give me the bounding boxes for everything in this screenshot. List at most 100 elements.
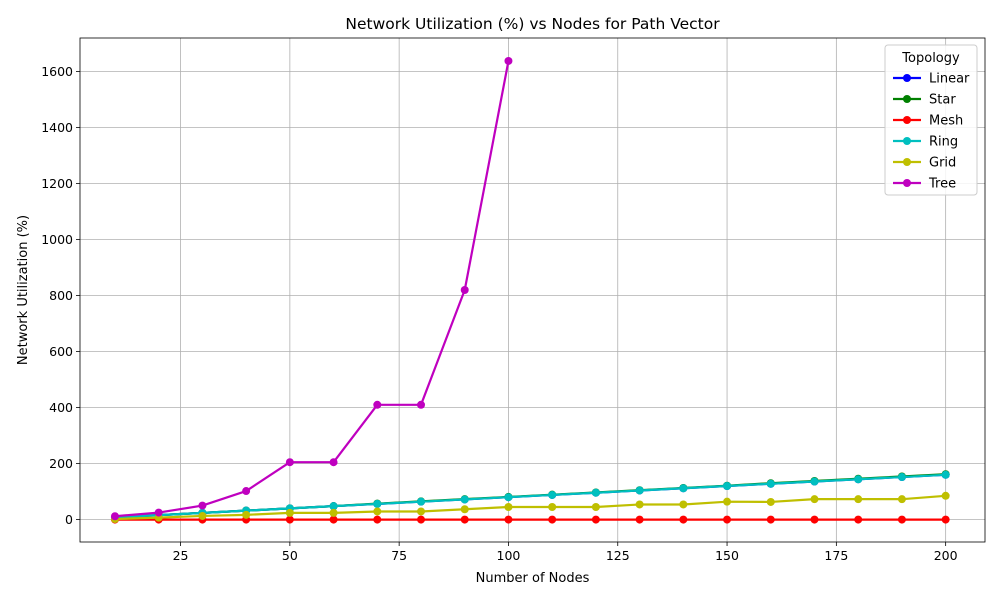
data-point-mesh [854, 515, 863, 524]
data-point-mesh [548, 515, 557, 524]
y-tick-label: 1400 [41, 120, 73, 135]
data-point-grid [897, 495, 906, 504]
data-point-ring [591, 488, 600, 497]
data-point-grid [723, 497, 732, 506]
grid [80, 38, 985, 542]
data-point-mesh [941, 515, 950, 524]
legend-marker-star [903, 95, 911, 103]
data-point-grid [766, 497, 775, 506]
data-point-grid [548, 503, 557, 511]
data-point-ring [810, 477, 819, 486]
legend-label-star: Star [929, 93, 956, 108]
series-mesh [110, 515, 950, 524]
data-point-tree [242, 487, 251, 496]
data-point-ring [373, 499, 382, 508]
series-line-ring [114, 473, 946, 519]
y-tick-label: 1600 [41, 64, 73, 79]
data-point-ring [548, 490, 557, 499]
legend-box [884, 44, 978, 196]
chart-title: Network Utilization (%) vs Nodes for Pat… [345, 15, 720, 33]
data-point-ring [504, 493, 513, 502]
series-line-tree [114, 60, 510, 518]
data-point-mesh [635, 515, 644, 524]
y-tick-label: 400 [49, 400, 73, 415]
legend-label-grid: Grid [929, 156, 956, 171]
data-point-grid [285, 508, 294, 517]
y-tick-label: 200 [49, 456, 73, 471]
legend-label-mesh: Mesh [929, 114, 963, 129]
x-tick-label: 50 [282, 548, 298, 563]
legend-marker-ring [903, 137, 911, 145]
data-point-grid [373, 507, 382, 516]
axis-ticks: 25 50 75 100 125 150 175 200 0 200 400 600 800 1000 12… [41, 64, 957, 563]
data-point-tree [285, 458, 294, 467]
data-point-mesh [679, 515, 688, 524]
y-axis-label: Network Utilization (%) [16, 215, 31, 365]
data-point-mesh [417, 515, 426, 524]
x-tick-label: 175 [824, 548, 848, 563]
data-point-mesh [285, 515, 294, 524]
legend-marker-grid [903, 158, 911, 166]
x-tick-label: 200 [934, 548, 958, 563]
data-point-grid [198, 511, 207, 520]
data-point-tree [460, 286, 469, 294]
series-tree [110, 56, 513, 521]
series-ring [110, 470, 950, 522]
data-point-grid [635, 500, 644, 509]
y-tick-label: 800 [49, 288, 73, 303]
data-point-ring [941, 470, 950, 479]
data-point-mesh [373, 515, 382, 524]
legend-label-tree: Tree [928, 177, 956, 192]
legend-marker-tree [903, 179, 911, 187]
data-point-tree [110, 512, 119, 521]
legend-title: Topology [901, 51, 960, 66]
data-point-ring [766, 479, 775, 488]
data-point-mesh [460, 515, 469, 524]
legend-label-ring: Ring [929, 135, 958, 150]
x-tick-label: 125 [606, 548, 630, 563]
series-line-grid [114, 494, 946, 521]
data-point-mesh [329, 515, 338, 524]
data-point-grid [242, 510, 251, 519]
legend: Topology Linear Star Mesh Ring Grid Tree [884, 44, 978, 196]
data-point-grid [591, 503, 600, 511]
data-point-grid [329, 508, 338, 517]
data-point-mesh [897, 515, 906, 524]
data-point-mesh [766, 515, 775, 524]
data-point-ring [460, 495, 469, 504]
data-point-mesh [810, 515, 819, 524]
data-point-mesh [723, 515, 732, 524]
data-point-tree [504, 56, 513, 65]
data-point-ring [679, 484, 688, 493]
y-tick-label: 1000 [41, 232, 73, 247]
x-axis-label: Number of Nodes [476, 571, 590, 586]
legend-label-linear: Linear [929, 72, 970, 87]
y-tick-label: 0 [65, 512, 73, 527]
data-point-tree [198, 501, 207, 510]
data-point-tree [329, 458, 338, 467]
legend-marker-linear [903, 74, 911, 82]
data-point-ring [723, 482, 732, 490]
y-tick-label: 600 [49, 344, 73, 359]
data-point-grid [679, 500, 688, 509]
x-tick-label: 150 [715, 548, 739, 563]
legend-marker-mesh [903, 116, 911, 124]
data-point-grid [810, 495, 819, 504]
data-point-ring [417, 497, 426, 506]
plot-frame [79, 37, 986, 543]
x-tick-label: 25 [173, 548, 189, 563]
data-point-ring [329, 502, 338, 511]
data-point-grid [417, 507, 426, 516]
data-point-mesh [504, 515, 513, 524]
data-point-grid [941, 491, 950, 500]
plot-series [110, 56, 950, 524]
data-point-ring [897, 473, 906, 482]
x-tick-label: 100 [497, 548, 521, 563]
x-tick-label: 75 [391, 548, 407, 563]
data-point-grid [854, 495, 863, 504]
data-point-tree [417, 400, 426, 409]
data-point-tree [373, 400, 382, 409]
data-point-mesh [591, 515, 600, 524]
data-point-tree [154, 508, 163, 517]
